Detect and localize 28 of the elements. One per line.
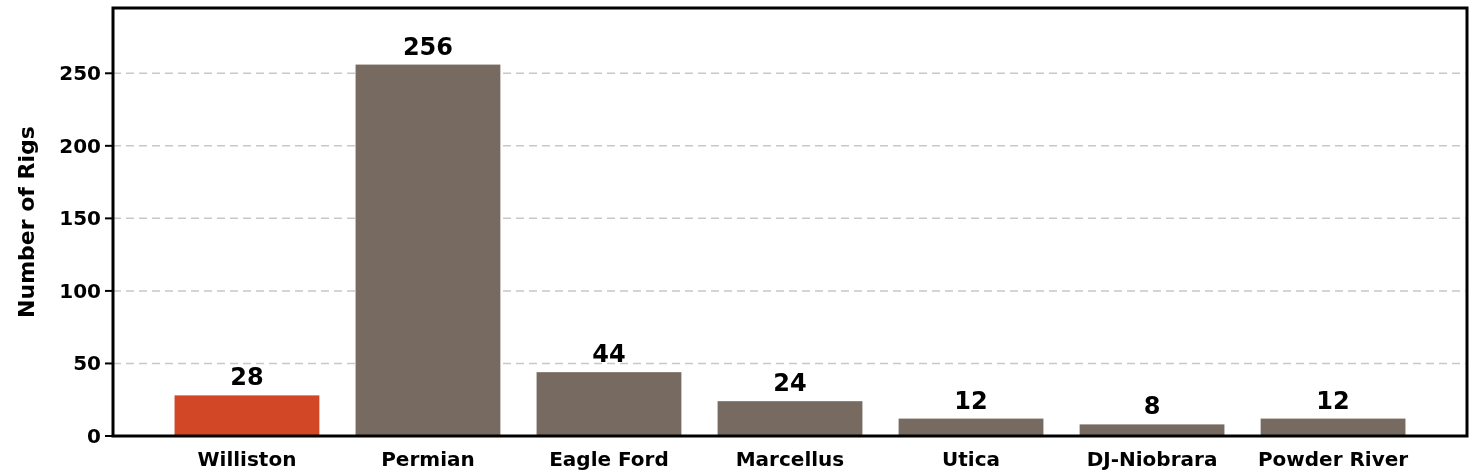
bar	[898, 418, 1044, 436]
x-tick-label: Powder River	[1257, 447, 1409, 471]
y-tick-label: 250	[59, 61, 101, 86]
x-tick-label: Marcellus	[735, 447, 845, 471]
y-tick-label: 50	[73, 351, 101, 376]
data-label: 44	[592, 340, 626, 369]
bar	[1079, 424, 1225, 436]
y-tick-label: 100	[59, 278, 101, 303]
bar	[717, 401, 863, 436]
y-tick-label: 150	[59, 206, 101, 231]
x-tick-label: Utica	[942, 447, 1001, 471]
x-tick-label: Williston	[197, 447, 297, 471]
data-label: 28	[230, 363, 264, 392]
data-label: 24	[773, 369, 807, 398]
x-tick-label: Eagle Ford	[549, 447, 669, 471]
x-tick-label: Permian	[381, 447, 475, 471]
bar	[355, 64, 501, 436]
data-label: 256	[402, 32, 454, 61]
bar	[174, 395, 320, 436]
bar	[1260, 418, 1406, 436]
data-label: 8	[1143, 392, 1161, 421]
y-tick-label: 0	[87, 424, 101, 448]
x-tick-label: DJ-Niobrara	[1086, 447, 1218, 471]
data-label: 12	[1316, 386, 1350, 415]
y-axis-title: Number of Rigs	[14, 126, 39, 318]
bar	[536, 372, 682, 436]
y-tick-label: 200	[59, 133, 101, 158]
data-label: 12	[954, 386, 988, 415]
